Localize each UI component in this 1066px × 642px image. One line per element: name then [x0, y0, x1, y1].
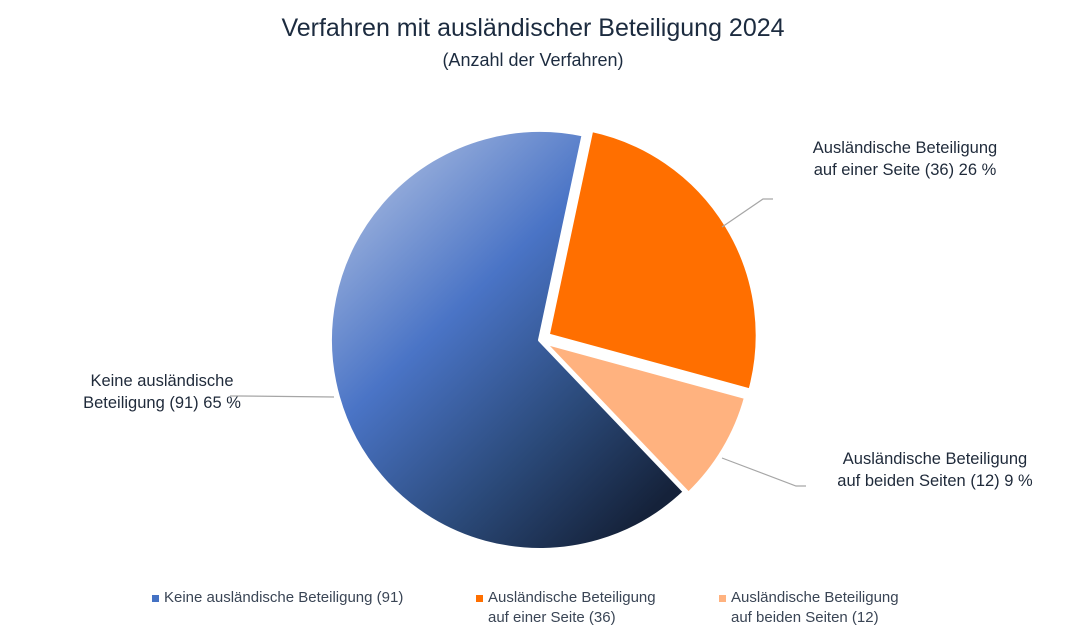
label-line: Ausländische Beteiligung — [812, 139, 998, 157]
data-label-both-sides: Ausländische Beteiligung auf beiden Seit… — [810, 448, 1060, 492]
legend-swatch — [719, 595, 726, 602]
slice-one-side — [545, 127, 760, 393]
legend-label: Ausländische Beteiligung — [488, 589, 656, 606]
legend-label: auf beiden Seiten (12) — [731, 609, 879, 626]
leader-line-both-sides — [721, 457, 806, 487]
label-line: auf beiden Seiten (12) 9 % — [837, 472, 1033, 490]
label-line: Beteiligung (91) 65 % — [83, 394, 241, 412]
legend-label: Ausländische Beteiligung — [731, 589, 899, 606]
chart-subtitle: (Anzahl der Verfahren) — [442, 50, 624, 70]
legend-label: auf einer Seite (36) — [488, 609, 616, 626]
legend-item-one-side: Ausländische Beteiligung auf einer Seite… — [476, 588, 656, 628]
leader-line-none — [230, 395, 335, 398]
slice-none — [328, 128, 688, 552]
label-line: Keine ausländische — [90, 372, 234, 390]
leader-line-one-side — [721, 198, 773, 228]
chart-title: Verfahren mit ausländischer Beteiligung … — [281, 14, 785, 42]
label-line: auf einer Seite (36) 26 % — [813, 161, 997, 179]
legend-swatch — [476, 595, 483, 602]
slice-both-sides — [541, 340, 749, 496]
data-label-none: Keine ausländische Beteiligung (91) 65 % — [52, 370, 272, 414]
label-line: Ausländische Beteiligung — [842, 450, 1028, 468]
data-label-one-side: Ausländische Beteiligung auf einer Seite… — [780, 137, 1030, 181]
legend-label: Keine ausländische Beteiligung (91) — [164, 589, 404, 606]
legend-item-both-sides: Ausländische Beteiligung auf beiden Seit… — [719, 588, 899, 628]
legend-item-none: Keine ausländische Beteiligung (91) — [152, 588, 403, 608]
legend-swatch — [152, 595, 159, 602]
